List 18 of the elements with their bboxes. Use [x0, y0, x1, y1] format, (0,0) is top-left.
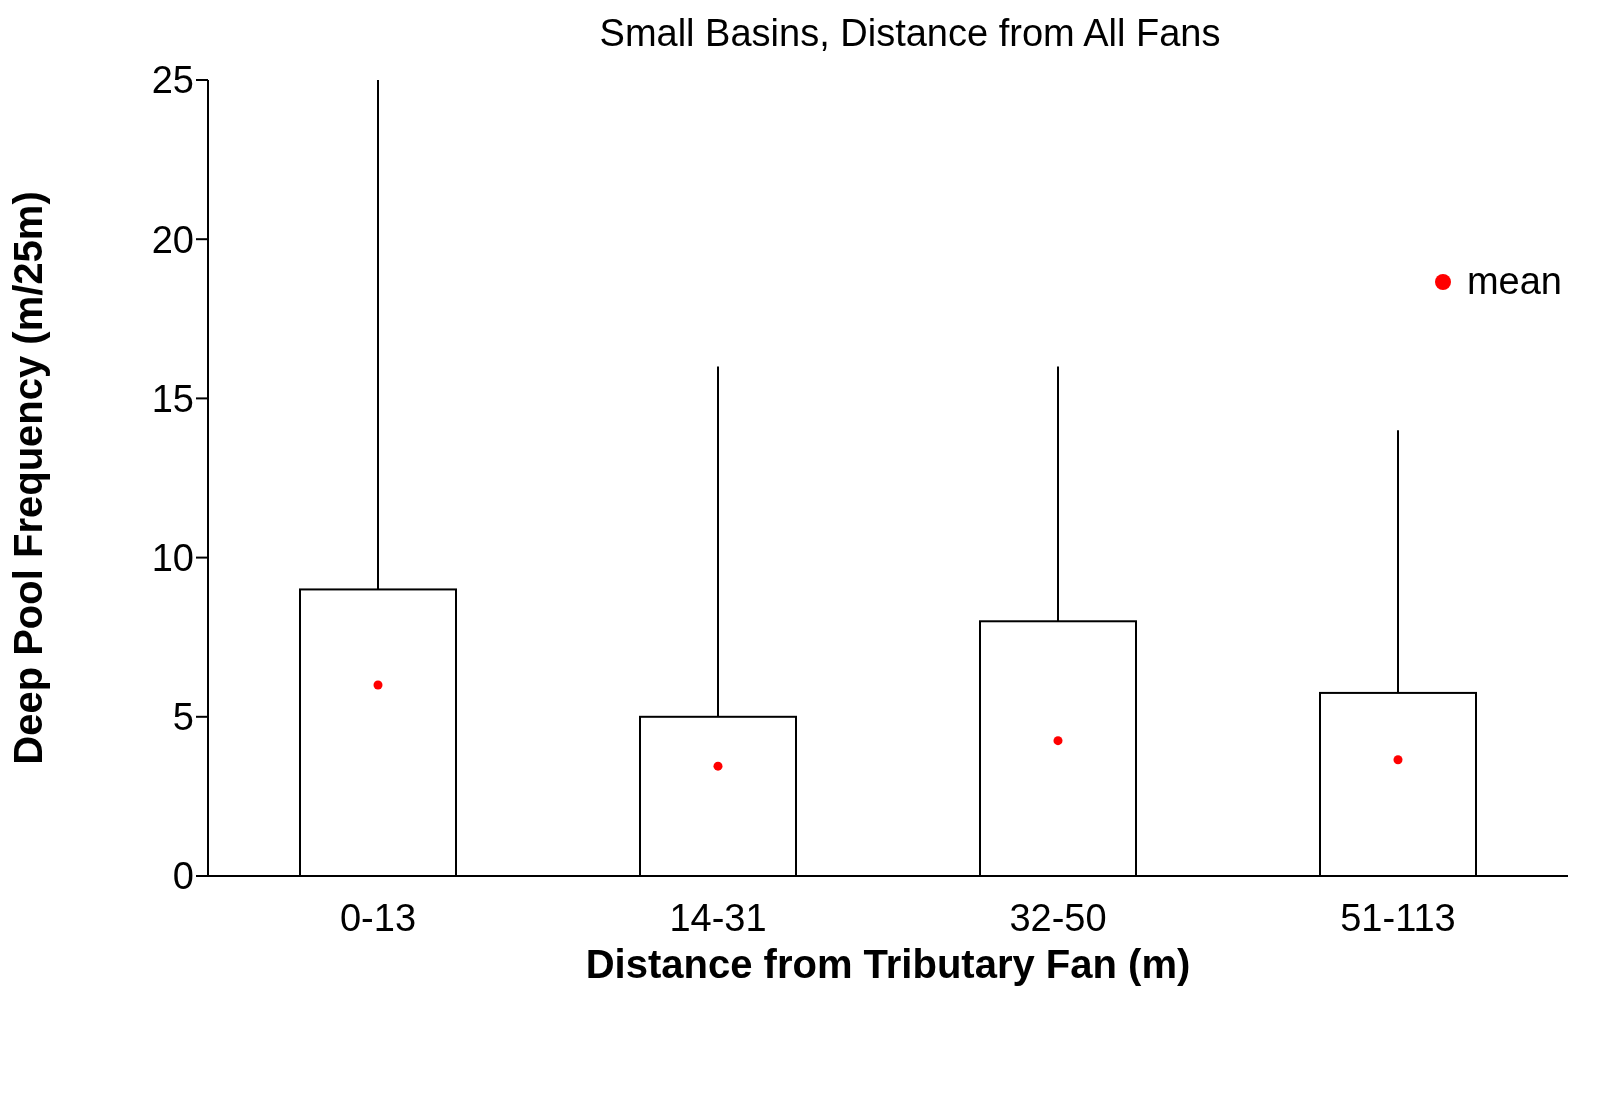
x-axis-title: Distance from Tributary Fan (m) — [585, 942, 1191, 986]
y-tick-label: 10 — [151, 537, 194, 580]
point — [1053, 736, 1063, 746]
y-tick-label: 0 — [172, 855, 194, 898]
y-tick-label: 25 — [151, 59, 194, 102]
y-axis-title: Deep Pool Frequency (m/25m) — [6, 191, 51, 765]
point — [713, 761, 723, 771]
x-tick-label: 51-113 — [1340, 896, 1456, 939]
point — [373, 680, 383, 690]
chart-title: Small Basins, Distance from All Fans — [598, 12, 1222, 55]
y-tick-label: 20 — [151, 218, 194, 261]
y-tick-label: 5 — [172, 696, 194, 739]
y-tick-label: 15 — [151, 377, 194, 420]
point — [1393, 755, 1403, 765]
x-tick-label: 14-31 — [669, 896, 767, 939]
x-tick-label: 0-13 — [339, 896, 417, 939]
legend-label: mean — [1466, 260, 1562, 303]
x-tick-label: 32-50 — [1009, 896, 1107, 939]
